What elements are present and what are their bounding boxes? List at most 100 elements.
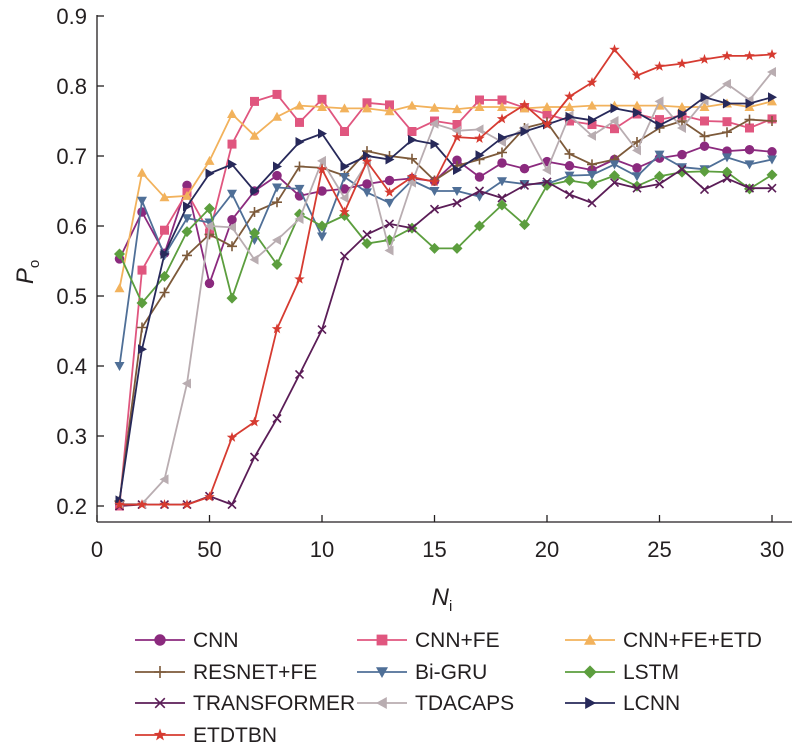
data-point-cnn-fe-etd	[384, 106, 395, 116]
data-point-bi-gru	[497, 177, 507, 187]
data-point-lstm	[519, 219, 530, 231]
data-point-bi-gru	[744, 160, 755, 170]
data-point-cnn-fe-etd	[564, 102, 575, 111]
data-point-transformer	[564, 189, 575, 200]
plot-area	[114, 44, 778, 511]
data-point-cnn-fe-etd	[542, 102, 552, 111]
data-point-cnn-fe	[160, 225, 169, 235]
legend-label: ETDTBN	[193, 724, 277, 747]
data-point-transformer	[249, 452, 260, 462]
data-point-resnet-fe	[182, 250, 192, 261]
y-tick-label: 0.4	[56, 354, 87, 379]
data-point-cnn-fe-etd	[249, 130, 260, 140]
legend-swatch-marker	[376, 634, 388, 646]
data-point-lcnn	[318, 128, 327, 139]
data-point-cnn-fe-etd	[339, 103, 350, 113]
data-point-cnn-fe	[745, 123, 754, 133]
data-point-etdtbn	[699, 53, 710, 64]
data-point-lstm	[114, 248, 125, 260]
legend-item-tdacaps: TDACAPS	[357, 692, 514, 715]
data-point-lstm	[159, 270, 170, 282]
data-point-tdacaps	[609, 116, 619, 126]
data-point-lcnn	[138, 344, 147, 355]
data-point-cnn-fe-etd	[677, 102, 687, 111]
data-point-lcnn	[273, 161, 282, 172]
data-point-lcnn	[363, 151, 372, 161]
data-point-cnn	[227, 214, 237, 225]
data-point-bi-gru	[317, 232, 327, 242]
data-point-lcnn	[205, 168, 215, 179]
x-axis-title: Ni	[432, 584, 453, 615]
data-point-transformer	[474, 186, 485, 196]
legend-swatch-marker	[154, 666, 166, 678]
legend-swatch-marker	[376, 667, 388, 678]
data-point-tdacaps	[429, 118, 439, 129]
data-point-etdtbn	[361, 156, 373, 167]
data-point-tdacaps	[654, 96, 664, 107]
series-line-cnn	[118, 145, 773, 285]
series-cnn-fe-etd	[114, 96, 777, 293]
legend-item-cnn-fe: CNN+FE	[357, 629, 500, 652]
legend-label: CNN	[193, 629, 239, 652]
data-point-cnn	[317, 186, 327, 196]
data-point-cnn	[699, 141, 710, 151]
data-point-etdtbn	[406, 171, 418, 182]
x-tick-label: 0	[91, 537, 103, 562]
data-point-etdtbn	[744, 50, 755, 61]
data-point-lcnn	[700, 92, 710, 103]
data-point-etdtbn	[631, 70, 643, 80]
data-point-etdtbn	[249, 416, 260, 427]
data-point-cnn-fe-etd	[632, 100, 642, 110]
data-point-lstm	[586, 178, 598, 190]
series-lcnn	[115, 92, 777, 506]
data-point-lcnn	[340, 161, 350, 172]
data-point-bi-gru	[452, 187, 462, 196]
data-point-lcnn	[768, 92, 777, 103]
legend-label: LCNN	[623, 692, 680, 715]
data-point-lstm	[564, 175, 575, 186]
y-axis-title-main: P	[12, 268, 39, 284]
data-point-bi-gru	[722, 153, 732, 163]
data-point-lstm	[474, 220, 485, 232]
data-point-lstm	[699, 165, 710, 177]
data-point-cnn-fe	[407, 127, 417, 136]
data-point-etdtbn	[136, 499, 148, 510]
data-point-cnn-fe	[542, 109, 552, 119]
data-point-bi-gru	[362, 188, 372, 198]
data-point-cnn	[474, 172, 485, 182]
data-point-lcnn	[408, 134, 417, 145]
data-point-tdacaps	[587, 130, 596, 141]
data-point-cnn-fe	[385, 100, 394, 110]
legend: CNN CNN+FE CNN+FE+ETD RESNET+FE Bi-GRU LSTM TR…	[135, 629, 762, 747]
data-point-transformer	[699, 185, 710, 195]
data-point-lstm	[226, 292, 238, 304]
data-point-lstm	[181, 226, 193, 238]
data-point-cnn-fe-etd	[204, 155, 215, 165]
y-tick-label: 0.2	[56, 494, 87, 519]
data-point-tdacaps	[227, 222, 236, 233]
legend-item-cnn: CNN	[135, 629, 239, 652]
data-point-etdtbn	[496, 113, 508, 124]
data-point-transformer	[677, 164, 687, 174]
data-point-cnn-fe-etd	[497, 102, 507, 111]
data-point-cnn-fe	[452, 120, 462, 129]
legend-label: Bi-GRU	[415, 661, 487, 684]
data-point-etdtbn	[114, 499, 125, 510]
data-point-lstm	[766, 169, 778, 181]
data-point-resnet-fe	[294, 161, 305, 172]
y-tick-label: 0.5	[56, 284, 87, 309]
y-tick-label: 0.9	[56, 4, 87, 29]
data-point-cnn-fe	[272, 89, 282, 99]
data-point-transformer	[452, 198, 462, 208]
data-point-lcnn	[250, 186, 260, 196]
data-point-resnet-fe	[227, 241, 237, 252]
data-point-etdtbn	[676, 58, 688, 69]
data-point-resnet-fe	[767, 116, 777, 126]
data-point-cnn-fe-etd	[767, 96, 777, 106]
data-point-transformer	[632, 183, 642, 193]
data-point-cnn-fe-etd	[137, 167, 147, 177]
data-point-etdtbn	[339, 206, 350, 217]
data-point-resnet-fe	[564, 148, 575, 159]
data-point-bi-gru	[767, 155, 777, 165]
